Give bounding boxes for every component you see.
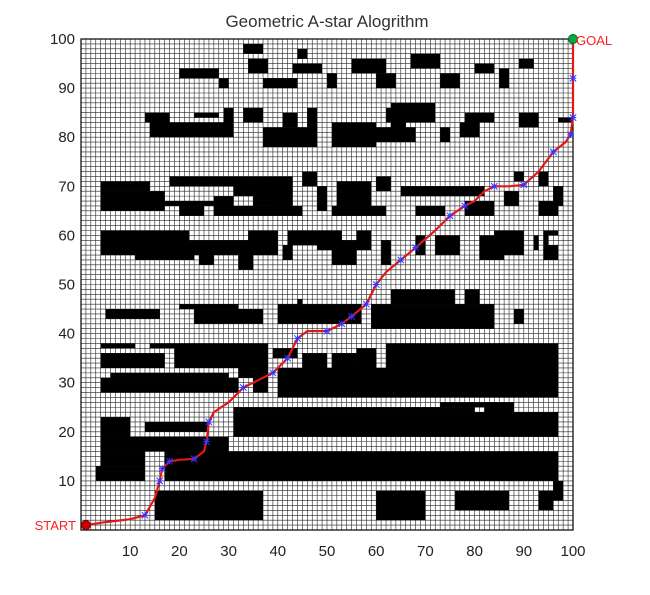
marker-layer	[80, 34, 578, 531]
y-tick-label: 40	[58, 326, 75, 343]
waypoint-marker	[446, 212, 454, 220]
obstacle	[194, 112, 219, 118]
waypoint-marker	[372, 280, 380, 289]
obstacle	[543, 245, 559, 260]
x-tick-label: 50	[319, 543, 336, 560]
waypoint-marker	[569, 114, 577, 122]
y-tick-label: 80	[58, 129, 75, 146]
waypoint-marker	[293, 334, 302, 343]
x-tick-label: 70	[417, 543, 434, 560]
obstacle	[282, 112, 298, 128]
x-tick-label: 100	[560, 543, 585, 560]
obstacle	[351, 58, 387, 74]
x-tick-label: 40	[269, 543, 286, 560]
obstacle	[297, 299, 303, 305]
y-tick-label: 50	[58, 277, 75, 294]
waypoint-marker	[202, 438, 211, 446]
waypoint-marker	[239, 384, 247, 392]
waypoint-marker	[412, 244, 420, 252]
waypoint-marker	[569, 74, 577, 82]
obstacle	[238, 255, 254, 270]
obstacle	[371, 304, 495, 329]
waypoint-marker	[205, 418, 213, 426]
goal-marker	[568, 34, 578, 44]
waypoint-marker	[338, 320, 346, 328]
obstacle	[174, 343, 268, 368]
waypoint-marker	[549, 148, 557, 156]
x-tick-label: 20	[171, 543, 188, 560]
waypoint-marker	[156, 477, 164, 485]
waypoint-marker	[348, 312, 356, 320]
start-marker	[80, 520, 91, 531]
x-tick-label: 80	[466, 543, 483, 560]
waypoint-marker	[566, 131, 575, 139]
obstacle	[533, 235, 539, 251]
waypoint-marker	[490, 182, 498, 190]
obstacle	[504, 191, 519, 206]
y-tick-label: 30	[58, 375, 75, 392]
obstacle	[302, 171, 318, 187]
obstacle	[390, 289, 455, 305]
goal-label: GOAL	[576, 33, 612, 48]
waypoint-marker	[397, 256, 405, 264]
y-tick-label: 100	[50, 31, 75, 48]
x-axis: 10 20 30 40 50 60 70 80 90 100	[122, 543, 586, 560]
obstacle	[149, 343, 175, 349]
waypoint-marker	[461, 202, 469, 210]
obstacle	[100, 343, 136, 349]
obstacle	[100, 353, 165, 368]
obstacle	[149, 122, 234, 138]
waypoint-marker	[284, 354, 292, 362]
obstacle	[100, 451, 145, 467]
y-tick-label: 60	[58, 227, 75, 244]
plot-frame	[80, 38, 574, 531]
y-axis: 10 20 30 40 50 60 70 80 90 100	[50, 31, 75, 490]
obstacle	[331, 353, 357, 368]
y-tick-label: 10	[58, 473, 75, 490]
obstacle	[233, 407, 475, 413]
grid-lines	[81, 39, 573, 530]
x-tick-label: 60	[368, 543, 385, 560]
waypoint-marker	[323, 327, 331, 335]
waypoint-marker	[520, 181, 528, 189]
obstacle	[164, 201, 229, 206]
waypoint-layer	[141, 74, 577, 519]
obstacle	[302, 353, 327, 368]
y-tick-label: 20	[58, 424, 75, 441]
waypoint-marker	[141, 511, 149, 519]
waypoint-marker	[166, 457, 174, 465]
waypoint-marker	[158, 465, 166, 473]
grid-layer	[81, 39, 573, 530]
x-tick-label: 10	[122, 543, 139, 560]
obstacle	[464, 289, 480, 305]
waypoint-marker	[362, 300, 370, 308]
obstacle	[331, 240, 357, 265]
start-label: START	[35, 518, 76, 533]
waypoint-marker	[269, 369, 277, 377]
y-tick-label: 70	[58, 178, 75, 195]
x-tick-label: 90	[515, 543, 532, 560]
obstacle	[386, 343, 559, 368]
obstacle	[336, 181, 372, 206]
obstacle	[390, 102, 436, 108]
waypoint-marker	[190, 455, 198, 463]
obstacle	[390, 122, 406, 138]
chart-title: Geometric A-star Alogrithm	[225, 12, 428, 31]
x-tick-label: 30	[220, 543, 237, 560]
obstacle	[543, 230, 549, 246]
obstacle	[376, 176, 391, 192]
obstacle	[558, 117, 573, 123]
y-tick-label: 90	[58, 80, 75, 97]
